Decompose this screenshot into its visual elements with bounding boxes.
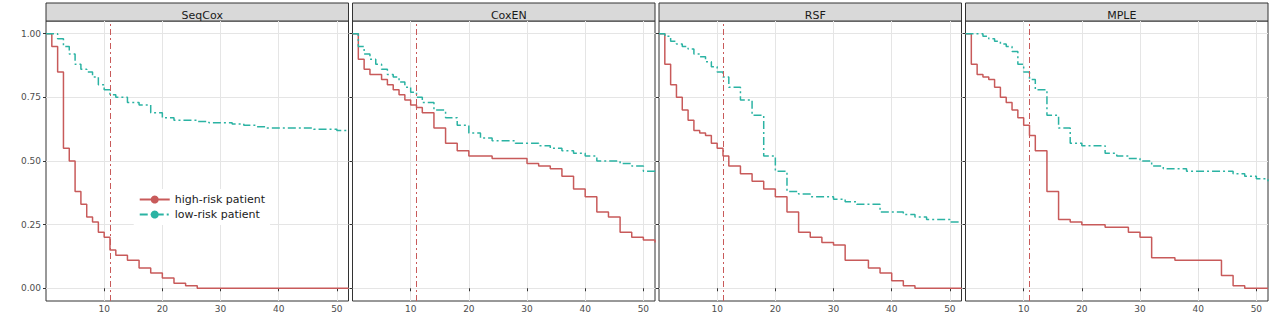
svg-text:MPLE: MPLE [1107, 9, 1136, 22]
svg-text:30: 30 [1134, 304, 1146, 314]
svg-text:high-risk patient: high-risk patient [175, 193, 266, 206]
svg-text:20: 20 [463, 304, 475, 314]
svg-text:RSF: RSF [805, 9, 826, 22]
svg-text:1.00: 1.00 [21, 29, 41, 39]
svg-text:CoxEN: CoxEN [491, 9, 527, 22]
svg-text:40: 40 [579, 304, 591, 314]
svg-text:20: 20 [1076, 304, 1088, 314]
svg-text:50: 50 [1251, 304, 1263, 314]
svg-text:10: 10 [98, 304, 110, 314]
svg-text:30: 30 [215, 304, 227, 314]
svg-text:0.00: 0.00 [21, 283, 41, 293]
svg-text:20: 20 [157, 304, 169, 314]
svg-text:10: 10 [1018, 304, 1030, 314]
svg-text:30: 30 [828, 304, 840, 314]
svg-text:30: 30 [521, 304, 533, 314]
svg-text:low-risk patient: low-risk patient [175, 208, 261, 221]
svg-text:40: 40 [1192, 304, 1204, 314]
svg-text:10: 10 [711, 304, 723, 314]
svg-text:50: 50 [331, 304, 343, 314]
svg-text:50: 50 [638, 304, 650, 314]
svg-text:0.75: 0.75 [21, 92, 41, 102]
svg-text:SeqCox: SeqCox [182, 9, 224, 22]
svg-text:40: 40 [273, 304, 285, 314]
svg-text:0.50: 0.50 [21, 156, 41, 166]
svg-text:50: 50 [944, 304, 956, 314]
svg-text:40: 40 [886, 304, 898, 314]
svg-text:10: 10 [405, 304, 417, 314]
svg-text:20: 20 [770, 304, 782, 314]
svg-text:0.25: 0.25 [21, 220, 41, 230]
